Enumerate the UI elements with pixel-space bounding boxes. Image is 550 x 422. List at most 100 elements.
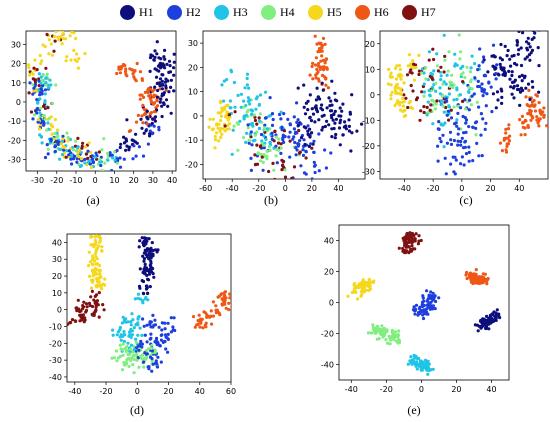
y-tick-label: 30 (52, 255, 62, 264)
data-point-h7 (281, 163, 285, 167)
data-point-h5 (394, 77, 399, 81)
data-point-h6 (479, 278, 483, 282)
data-point-h1 (507, 69, 511, 73)
data-point-h1 (146, 117, 150, 121)
data-point-h1 (143, 248, 147, 252)
data-point-h2 (150, 349, 154, 353)
data-point-h1 (523, 74, 527, 78)
data-point-h3 (129, 335, 133, 339)
data-point-h6 (505, 142, 509, 146)
data-point-h1 (325, 119, 329, 123)
data-point-h2 (425, 289, 429, 293)
data-point-h2 (459, 106, 463, 110)
data-point-h2 (150, 132, 154, 136)
data-point-h7 (402, 93, 406, 97)
data-point-h6 (313, 63, 318, 67)
data-point-h3 (245, 131, 249, 135)
data-point-h1 (142, 239, 146, 243)
data-point-h5 (225, 110, 229, 114)
data-point-h2 (157, 325, 161, 329)
data-point-h3 (264, 90, 268, 94)
data-point-h4 (53, 131, 57, 135)
data-point-h2 (417, 306, 421, 311)
data-point-h2 (122, 157, 126, 161)
data-point-h1 (307, 144, 311, 148)
x-tick-label: 20 (451, 385, 461, 394)
data-point-h5 (362, 280, 366, 284)
data-point-h3 (434, 89, 438, 93)
data-point-h4 (468, 70, 473, 74)
data-point-h4 (132, 357, 136, 362)
data-point-h2 (140, 342, 144, 346)
data-point-h2 (148, 129, 152, 133)
data-point-h7 (431, 47, 435, 51)
data-point-h2 (57, 140, 61, 144)
panel-label-b: (b) (264, 193, 278, 207)
data-point-h1 (145, 255, 149, 259)
data-point-h5 (226, 103, 230, 107)
data-point-h7 (282, 129, 286, 133)
data-point-h2 (298, 139, 302, 143)
data-point-h1 (151, 266, 155, 271)
data-point-h6 (505, 144, 509, 148)
data-point-h1 (501, 73, 505, 77)
data-point-h2 (166, 321, 170, 325)
data-point-h3 (439, 99, 444, 103)
data-point-h1 (149, 53, 153, 57)
data-point-h7 (304, 156, 308, 160)
x-tick-label: -20 (100, 387, 113, 396)
data-point-h2 (262, 146, 266, 150)
data-point-h2 (172, 316, 176, 320)
x-tick-label: 20 (163, 387, 173, 396)
data-point-h2 (451, 155, 455, 159)
data-point-h2 (445, 99, 449, 103)
data-point-h2 (171, 325, 175, 329)
data-point-h1 (149, 259, 153, 263)
data-point-h2 (421, 304, 425, 308)
data-point-h7 (420, 90, 424, 94)
data-point-h7 (85, 305, 89, 309)
data-point-h1 (142, 131, 146, 135)
data-point-h4 (121, 353, 125, 357)
data-point-h5 (28, 73, 32, 77)
data-point-h3 (225, 78, 229, 82)
data-point-h2 (151, 325, 155, 329)
data-point-h1 (495, 308, 499, 312)
plot-frame (202, 30, 366, 180)
data-point-h2 (43, 88, 48, 92)
data-point-h2 (477, 154, 481, 158)
data-point-h6 (537, 119, 541, 123)
data-point-h1 (360, 122, 364, 126)
data-point-h2 (294, 153, 298, 157)
data-point-h1 (512, 96, 516, 100)
data-point-h4 (261, 160, 265, 164)
data-point-h5 (54, 31, 58, 33)
data-point-h6 (316, 64, 321, 68)
data-point-h5 (218, 129, 222, 133)
data-point-h2 (136, 344, 141, 348)
data-point-h2 (70, 162, 74, 166)
data-point-h2 (464, 121, 468, 125)
data-point-h2 (478, 47, 482, 51)
data-point-h7 (401, 249, 405, 253)
data-point-h1 (497, 73, 501, 77)
data-point-h2 (429, 290, 433, 294)
data-point-h2 (292, 115, 296, 119)
data-point-h2 (156, 355, 160, 359)
data-point-h1 (137, 245, 141, 249)
data-point-h3 (247, 86, 251, 90)
data-point-h2 (437, 127, 441, 131)
data-point-h1 (500, 58, 504, 62)
data-point-h6 (530, 103, 534, 107)
data-point-h5 (220, 106, 224, 110)
data-point-h5 (398, 67, 402, 71)
data-point-h2 (470, 94, 474, 98)
data-point-h6 (230, 303, 231, 306)
data-point-h7 (81, 313, 85, 317)
data-point-h5 (75, 52, 79, 56)
data-point-h4 (388, 336, 392, 340)
data-point-h1 (338, 121, 342, 125)
data-point-h6 (141, 121, 145, 125)
